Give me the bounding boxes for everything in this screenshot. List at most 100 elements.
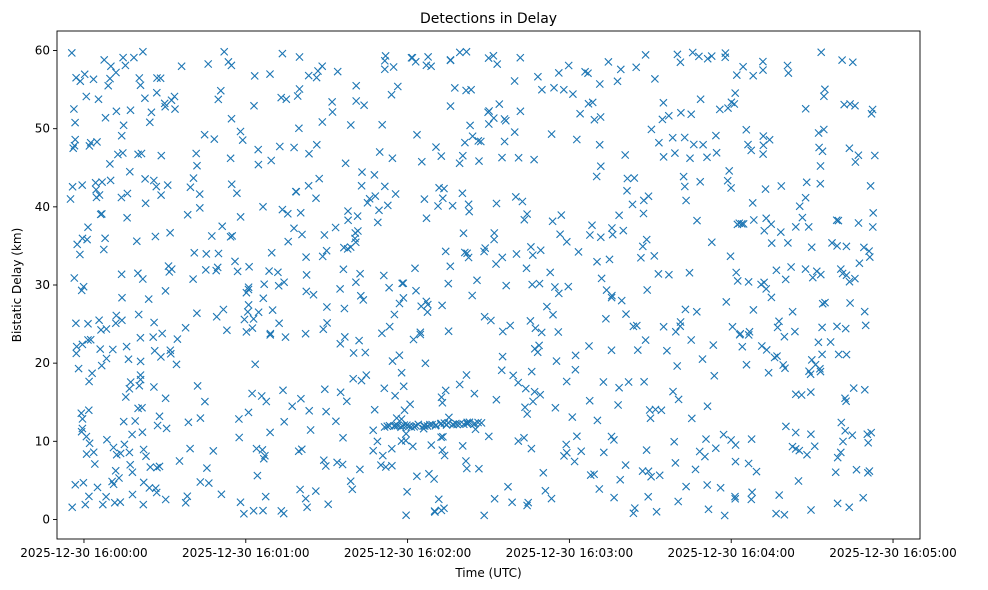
detection-marker bbox=[446, 56, 455, 65]
detection-marker bbox=[869, 208, 878, 217]
detection-marker bbox=[732, 268, 741, 277]
detection-marker bbox=[533, 72, 542, 81]
detection-marker bbox=[629, 509, 638, 518]
detection-marker bbox=[391, 190, 400, 198]
detection-marker bbox=[742, 125, 751, 134]
detection-marker bbox=[376, 461, 385, 470]
detection-marker bbox=[523, 410, 532, 418]
detection-marker bbox=[592, 172, 601, 181]
detection-marker bbox=[836, 448, 845, 457]
detection-marker bbox=[136, 357, 145, 366]
detection-marker bbox=[84, 336, 92, 344]
detection-marker bbox=[733, 220, 742, 229]
detection-marker bbox=[467, 85, 476, 94]
detection-marker bbox=[510, 77, 519, 85]
detection-marker bbox=[152, 182, 161, 191]
detection-marker bbox=[218, 222, 227, 231]
detection-marker bbox=[95, 316, 104, 325]
detection-marker bbox=[739, 219, 748, 228]
detection-marker bbox=[744, 277, 753, 286]
detection-marker bbox=[322, 303, 331, 311]
detection-marker bbox=[424, 52, 433, 61]
detection-marker bbox=[160, 99, 169, 108]
detection-marker bbox=[719, 430, 728, 439]
detection-marker bbox=[349, 374, 358, 383]
detection-marker bbox=[356, 269, 365, 278]
detection-marker bbox=[759, 132, 768, 141]
detection-marker bbox=[254, 308, 263, 317]
detection-marker bbox=[554, 328, 563, 336]
detection-marker bbox=[492, 395, 501, 404]
detection-marker bbox=[94, 95, 103, 104]
detection-marker bbox=[722, 297, 731, 306]
detection-marker bbox=[842, 350, 851, 359]
detection-marker bbox=[528, 251, 537, 260]
detection-marker bbox=[201, 265, 210, 274]
detection-marker bbox=[84, 492, 93, 501]
detection-marker bbox=[523, 210, 532, 219]
detection-marker bbox=[280, 278, 289, 287]
detection-marker bbox=[864, 438, 873, 447]
detection-marker bbox=[440, 504, 448, 513]
detection-marker bbox=[548, 217, 557, 226]
detection-marker bbox=[599, 378, 608, 386]
detection-marker bbox=[112, 450, 121, 459]
detection-marker bbox=[795, 202, 804, 211]
detection-marker bbox=[297, 445, 306, 454]
detection-marker bbox=[375, 206, 383, 215]
detection-marker bbox=[434, 495, 443, 504]
detection-marker bbox=[122, 342, 131, 351]
detection-marker bbox=[593, 416, 602, 425]
detection-marker bbox=[551, 403, 560, 412]
detection-marker bbox=[541, 486, 550, 495]
detection-marker bbox=[772, 509, 781, 518]
y-axis-label: Bistatic Delay (km) bbox=[10, 228, 24, 343]
detection-marker bbox=[351, 278, 360, 287]
detection-marker bbox=[69, 105, 78, 113]
detection-marker bbox=[78, 424, 87, 433]
detection-marker bbox=[726, 252, 735, 261]
detection-marker bbox=[78, 414, 87, 423]
detection-marker bbox=[260, 280, 269, 289]
detection-marker bbox=[117, 131, 126, 140]
detection-marker bbox=[202, 464, 211, 473]
detection-marker bbox=[319, 456, 328, 465]
detection-marker bbox=[136, 333, 145, 342]
detection-marker bbox=[290, 143, 299, 152]
detection-marker bbox=[780, 332, 789, 341]
detection-marker bbox=[863, 468, 872, 477]
detection-marker bbox=[814, 129, 823, 137]
detection-marker bbox=[137, 149, 146, 158]
detection-marker bbox=[401, 436, 410, 445]
detection-marker bbox=[231, 257, 239, 266]
detection-marker bbox=[153, 421, 162, 430]
detection-marker bbox=[192, 309, 201, 318]
detection-marker bbox=[838, 56, 847, 65]
detection-marker bbox=[385, 322, 394, 331]
detection-marker bbox=[351, 238, 360, 247]
detection-marker bbox=[833, 241, 842, 250]
detection-marker bbox=[339, 433, 347, 442]
detection-marker bbox=[745, 327, 754, 336]
detection-marker bbox=[145, 483, 154, 492]
detection-marker bbox=[549, 310, 557, 319]
detection-marker bbox=[760, 226, 769, 235]
detection-marker bbox=[622, 310, 630, 319]
detection-marker bbox=[82, 92, 91, 101]
detection-marker bbox=[716, 483, 725, 492]
detection-marker bbox=[296, 485, 305, 494]
detection-marker bbox=[328, 108, 337, 116]
detection-marker bbox=[370, 405, 379, 414]
detection-marker bbox=[617, 296, 626, 305]
detection-marker bbox=[533, 348, 542, 357]
detection-marker bbox=[233, 267, 242, 276]
detection-marker bbox=[338, 460, 347, 469]
detection-marker bbox=[562, 237, 571, 246]
detection-marker bbox=[671, 458, 680, 467]
detection-marker bbox=[689, 140, 698, 149]
detection-marker bbox=[136, 81, 145, 90]
detection-marker bbox=[402, 429, 411, 438]
detection-marker bbox=[727, 436, 736, 444]
detection-marker bbox=[373, 218, 382, 227]
detection-marker bbox=[599, 448, 608, 457]
